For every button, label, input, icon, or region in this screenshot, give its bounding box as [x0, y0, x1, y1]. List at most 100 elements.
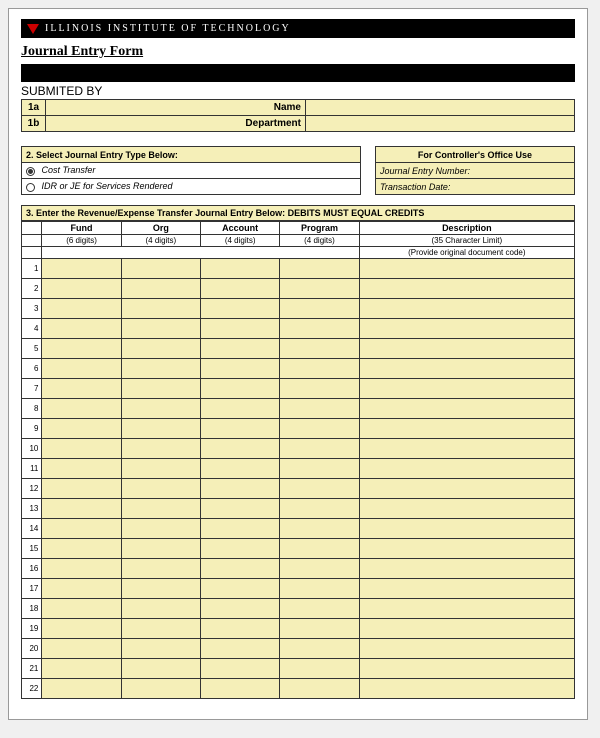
grid-cell[interactable]: [201, 539, 280, 559]
grid-cell[interactable]: [42, 499, 121, 519]
grid-cell[interactable]: [201, 339, 280, 359]
grid-cell[interactable]: [201, 579, 280, 599]
grid-cell[interactable]: [280, 619, 359, 639]
grid-cell[interactable]: [280, 679, 359, 699]
grid-cell[interactable]: [359, 559, 574, 579]
grid-cell[interactable]: [121, 259, 200, 279]
grid-cell[interactable]: [359, 479, 574, 499]
grid-cell[interactable]: [42, 679, 121, 699]
grid-cell[interactable]: [42, 299, 121, 319]
grid-cell[interactable]: [42, 379, 121, 399]
grid-cell[interactable]: [121, 479, 200, 499]
grid-cell[interactable]: [201, 299, 280, 319]
grid-cell[interactable]: [359, 439, 574, 459]
grid-cell[interactable]: [42, 479, 121, 499]
grid-cell[interactable]: [359, 639, 574, 659]
grid-cell[interactable]: [280, 399, 359, 419]
grid-cell[interactable]: [359, 499, 574, 519]
grid-cell[interactable]: [201, 519, 280, 539]
grid-cell[interactable]: [280, 339, 359, 359]
grid-cell[interactable]: [280, 379, 359, 399]
grid-cell[interactable]: [42, 319, 121, 339]
grid-cell[interactable]: [121, 539, 200, 559]
grid-cell[interactable]: [359, 399, 574, 419]
grid-cell[interactable]: [201, 319, 280, 339]
grid-cell[interactable]: [121, 599, 200, 619]
grid-cell[interactable]: [280, 319, 359, 339]
grid-cell[interactable]: [121, 559, 200, 579]
grid-cell[interactable]: [42, 659, 121, 679]
grid-cell[interactable]: [359, 619, 574, 639]
option-cost-transfer[interactable]: Cost Transfer: [22, 163, 361, 179]
grid-cell[interactable]: [42, 579, 121, 599]
grid-cell[interactable]: [280, 279, 359, 299]
grid-cell[interactable]: [42, 439, 121, 459]
grid-cell[interactable]: [42, 259, 121, 279]
grid-cell[interactable]: [201, 459, 280, 479]
grid-cell[interactable]: [359, 519, 574, 539]
grid-cell[interactable]: [201, 259, 280, 279]
grid-cell[interactable]: [201, 619, 280, 639]
grid-cell[interactable]: [359, 279, 574, 299]
grid-cell[interactable]: [201, 499, 280, 519]
grid-cell[interactable]: [121, 399, 200, 419]
grid-cell[interactable]: [42, 559, 121, 579]
grid-cell[interactable]: [201, 479, 280, 499]
department-field[interactable]: [306, 116, 575, 132]
grid-cell[interactable]: [121, 519, 200, 539]
grid-cell[interactable]: [201, 679, 280, 699]
grid-cell[interactable]: [359, 539, 574, 559]
grid-cell[interactable]: [42, 539, 121, 559]
grid-cell[interactable]: [201, 399, 280, 419]
grid-cell[interactable]: [121, 579, 200, 599]
grid-cell[interactable]: [280, 459, 359, 479]
grid-cell[interactable]: [359, 339, 574, 359]
grid-cell[interactable]: [280, 359, 359, 379]
grid-cell[interactable]: [121, 679, 200, 699]
grid-cell[interactable]: [42, 339, 121, 359]
grid-cell[interactable]: [280, 439, 359, 459]
grid-cell[interactable]: [359, 679, 574, 699]
grid-cell[interactable]: [121, 359, 200, 379]
grid-cell[interactable]: [201, 359, 280, 379]
grid-cell[interactable]: [280, 499, 359, 519]
grid-cell[interactable]: [42, 519, 121, 539]
grid-cell[interactable]: [359, 579, 574, 599]
grid-cell[interactable]: [201, 379, 280, 399]
grid-cell[interactable]: [359, 659, 574, 679]
grid-cell[interactable]: [121, 639, 200, 659]
grid-cell[interactable]: [280, 419, 359, 439]
grid-cell[interactable]: [359, 599, 574, 619]
grid-cell[interactable]: [121, 299, 200, 319]
grid-cell[interactable]: [201, 599, 280, 619]
name-field[interactable]: [306, 100, 575, 116]
grid-cell[interactable]: [280, 479, 359, 499]
grid-cell[interactable]: [42, 639, 121, 659]
grid-cell[interactable]: [280, 539, 359, 559]
grid-cell[interactable]: [121, 459, 200, 479]
grid-cell[interactable]: [201, 559, 280, 579]
grid-cell[interactable]: [121, 379, 200, 399]
grid-cell[interactable]: [359, 379, 574, 399]
grid-cell[interactable]: [359, 319, 574, 339]
grid-cell[interactable]: [359, 419, 574, 439]
grid-cell[interactable]: [359, 259, 574, 279]
grid-cell[interactable]: [42, 399, 121, 419]
grid-cell[interactable]: [42, 419, 121, 439]
grid-cell[interactable]: [280, 639, 359, 659]
grid-cell[interactable]: [121, 279, 200, 299]
grid-cell[interactable]: [359, 299, 574, 319]
grid-cell[interactable]: [280, 519, 359, 539]
grid-cell[interactable]: [121, 439, 200, 459]
option-idr-je[interactable]: IDR or JE for Services Rendered: [22, 179, 361, 195]
grid-cell[interactable]: [42, 279, 121, 299]
grid-cell[interactable]: [42, 359, 121, 379]
grid-cell[interactable]: [121, 339, 200, 359]
journal-number-field[interactable]: Journal Entry Number:: [376, 163, 575, 179]
grid-cell[interactable]: [121, 659, 200, 679]
grid-cell[interactable]: [42, 459, 121, 479]
grid-cell[interactable]: [280, 299, 359, 319]
grid-cell[interactable]: [280, 579, 359, 599]
transaction-date-field[interactable]: Transaction Date:: [376, 179, 575, 195]
grid-cell[interactable]: [121, 419, 200, 439]
